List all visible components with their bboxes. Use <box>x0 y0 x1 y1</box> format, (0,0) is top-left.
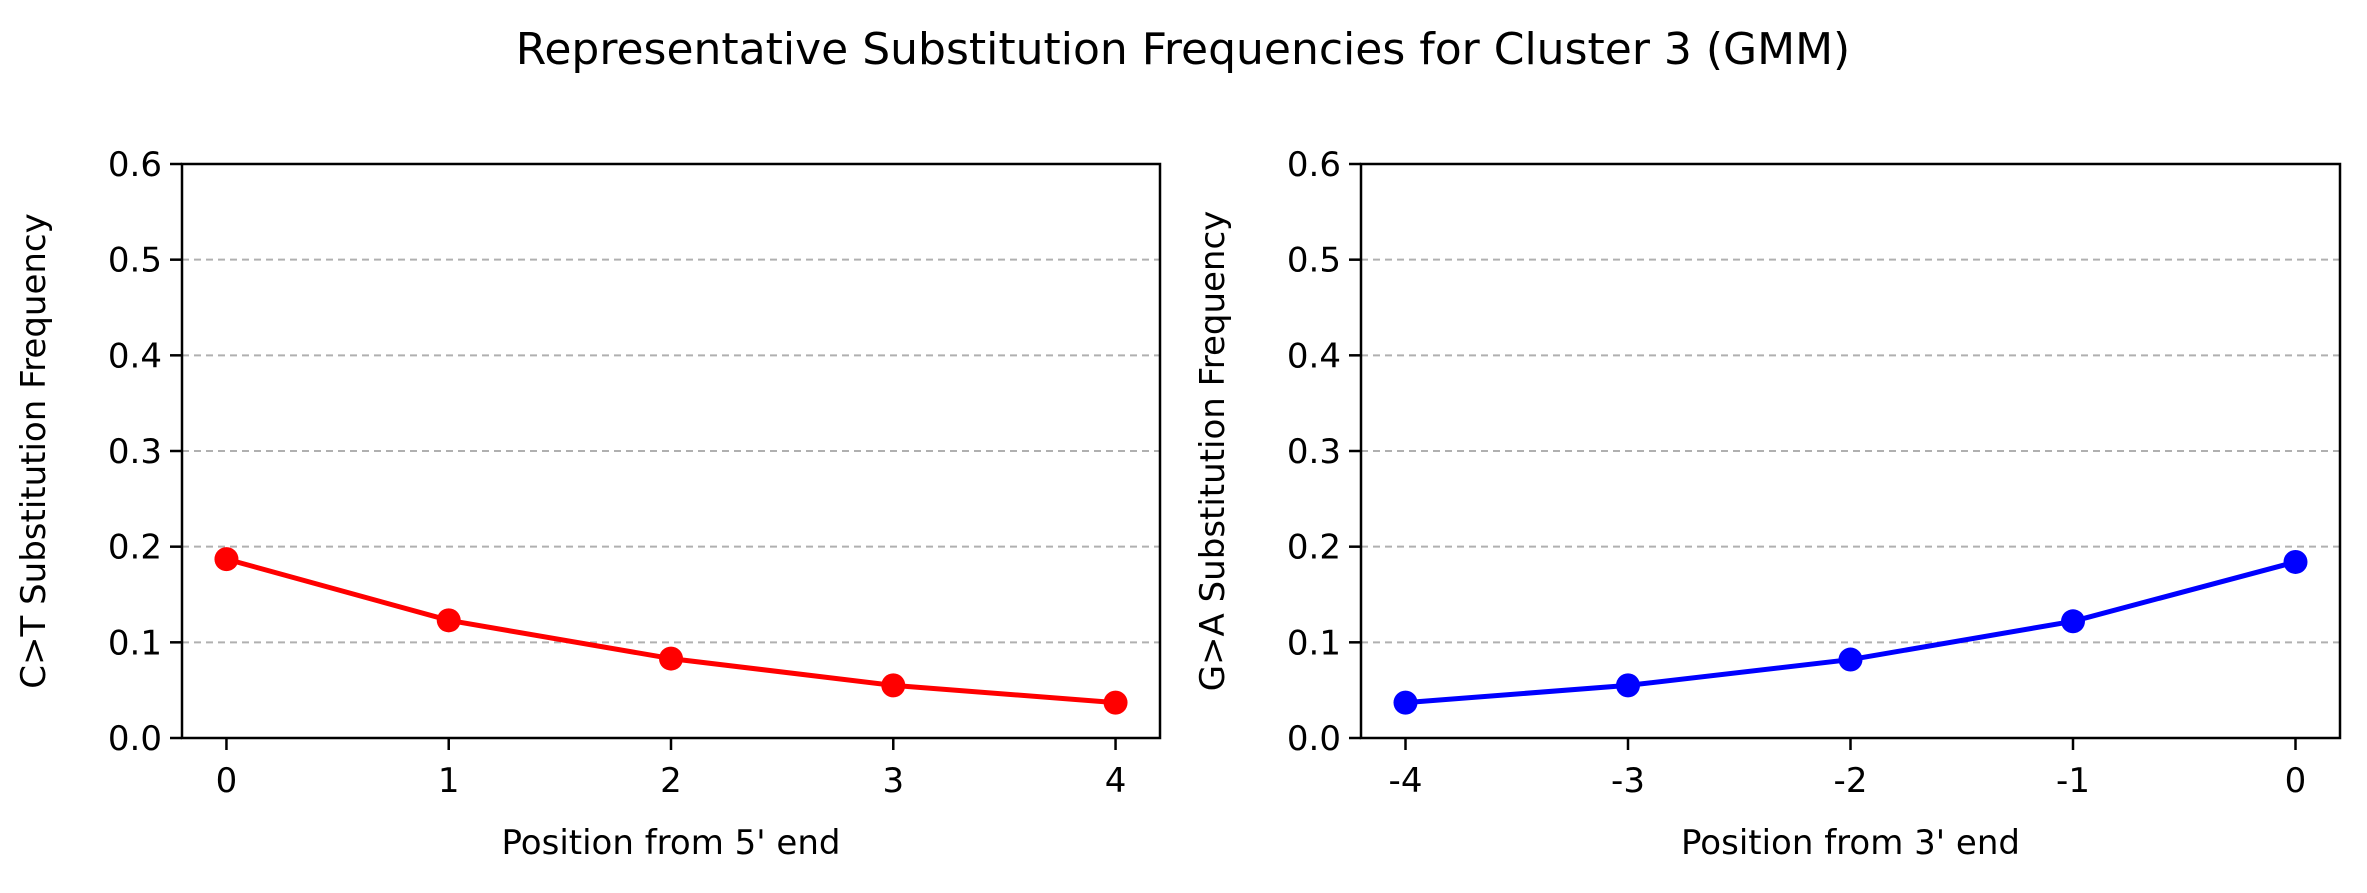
y-tick-label: 0.6 <box>1287 145 1341 185</box>
x-tick-label: 3 <box>882 761 904 801</box>
x-tick-label: -2 <box>1834 761 1868 801</box>
data-point <box>214 547 239 572</box>
y-tick-label: 0.0 <box>1287 719 1341 759</box>
x-axis-label: Position from 5' end <box>502 823 841 863</box>
ct-substitution-panel: 0.0 0.1 0.2 0.3 0.4 0.5 0.6 0 1 2 3 4 Position from … <box>14 145 1162 863</box>
series-line <box>1405 559 2297 706</box>
y-tick-label: 0.5 <box>108 241 162 281</box>
x-tick-label: -3 <box>1611 761 1645 801</box>
data-point <box>1393 690 1418 715</box>
x-tick-label: 0 <box>216 761 238 801</box>
y-tick-label: 0.2 <box>108 528 162 568</box>
series-line <box>225 556 1116 706</box>
y-axis-label: C>T Substitution Frequency <box>14 213 54 688</box>
ga-substitution-panel: 0.0 0.1 0.2 0.3 0.4 0.5 0.6 -4 -3 -2 -1 0 Position f… <box>1193 145 2342 863</box>
y-tick-label: 0.1 <box>1287 623 1341 663</box>
y-tick-label: 0.2 <box>1287 528 1341 568</box>
x-tick-label: 0 <box>2285 761 2307 801</box>
data-point <box>436 608 461 633</box>
data-point <box>2061 609 2085 634</box>
y-tick-label: 0.5 <box>1287 241 1341 281</box>
y-tick-label: 0.4 <box>108 336 162 376</box>
y-axis-label: G>A Substitution Frequency <box>1193 211 1233 692</box>
data-point <box>1103 690 1128 715</box>
y-tick-label: 0.3 <box>108 432 162 472</box>
x-tick-label: 1 <box>438 761 460 801</box>
x-tick-label: -1 <box>2056 761 2090 801</box>
x-tick-label: -4 <box>1389 761 1423 801</box>
y-tick-label: 0.6 <box>108 145 162 185</box>
x-tick-label: 4 <box>1105 761 1127 801</box>
y-tick-label: 0.4 <box>1287 336 1341 376</box>
data-point <box>659 646 683 671</box>
data-point <box>1616 673 1640 698</box>
data-point <box>881 673 906 698</box>
x-tick-label: 2 <box>660 761 682 801</box>
y-tick-label: 0.3 <box>1287 432 1341 472</box>
x-axis-label: Position from 3' end <box>1681 823 2020 863</box>
y-tick-label: 0.1 <box>108 623 162 663</box>
y-tick-label: 0.0 <box>108 719 162 759</box>
data-point <box>2283 549 2308 574</box>
data-point <box>1838 647 1863 672</box>
figure-title: Representative Substitution Frequencies … <box>516 24 1850 75</box>
